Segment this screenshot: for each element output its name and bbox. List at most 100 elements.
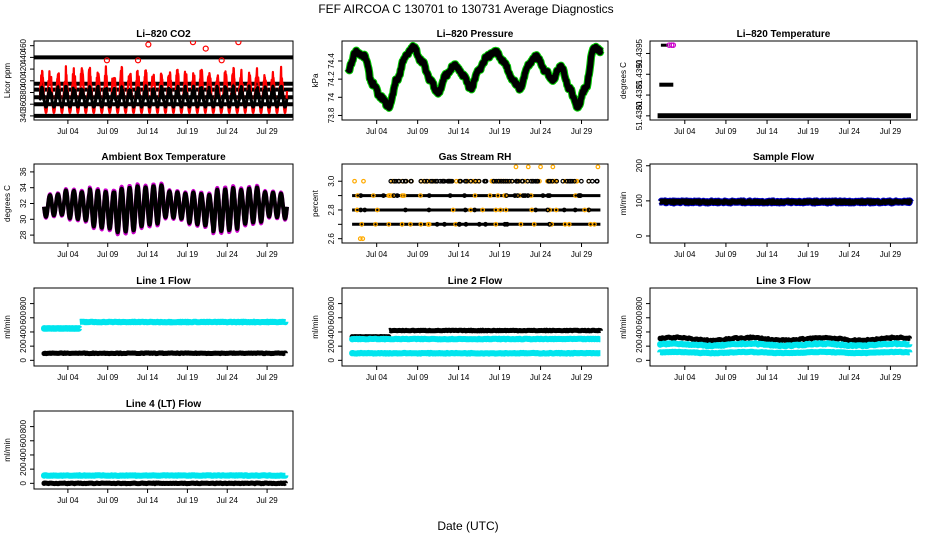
flow-cyan — [77, 318, 289, 326]
x-tick-label: Jul 29 — [571, 373, 593, 382]
plot-area — [34, 41, 293, 118]
x-tick-label: Jul 29 — [880, 373, 902, 382]
y-tick-label: 34 — [19, 183, 28, 192]
rh-black-point — [525, 193, 531, 199]
flow-black — [387, 327, 603, 334]
rh-black-point — [547, 221, 552, 227]
y-tick-label: 51.4395 — [635, 38, 644, 67]
rh-black-point — [498, 178, 504, 184]
rh-black-point — [512, 193, 518, 199]
x-tick-label: Jul 04 — [366, 127, 388, 136]
rh-black-point — [561, 207, 567, 213]
panel-0: Li–820 CO2 Licor ppm 340360380400420440460… — [3, 29, 294, 136]
co2-spike — [145, 41, 152, 48]
plot-area — [349, 327, 603, 357]
y-tick-label: 74.4 — [327, 53, 336, 69]
x-tick-label: Jul 19 — [177, 373, 199, 382]
y-tick-label: 2.6 — [327, 233, 336, 245]
flow-cyan — [41, 325, 83, 332]
rh-orange-point — [531, 221, 537, 227]
rh-orange-point — [425, 221, 431, 227]
rh-black-point — [483, 221, 488, 227]
rh-black-point — [447, 193, 453, 199]
x-tick-label: Jul 09 — [97, 373, 119, 382]
rh-black-point — [533, 178, 538, 184]
rh-black-point — [473, 178, 478, 184]
co2-spike — [189, 41, 197, 46]
x-tick-label: Jul 04 — [674, 250, 696, 259]
y-tick-label: 0 — [327, 358, 336, 363]
rh-black-point — [520, 178, 526, 184]
rh-black-point — [586, 207, 592, 213]
rh-orange-point — [551, 178, 557, 184]
x-tick-label: Jul 14 — [137, 373, 159, 382]
rh-orange-point — [418, 221, 424, 227]
y-tick-label: 440 — [19, 50, 28, 64]
rh-black-point — [388, 178, 394, 184]
rh-orange-point — [493, 207, 499, 213]
rh-black-point — [362, 207, 368, 213]
rh-black-point — [509, 178, 515, 184]
rh-orange-point — [360, 236, 366, 242]
plot-area — [41, 472, 289, 487]
rh-black-point — [462, 193, 467, 199]
y-tick-label: 400 — [635, 325, 644, 339]
co2-spike — [202, 45, 209, 52]
flow-cyan — [349, 335, 603, 343]
x-tick-label: Jul 04 — [674, 127, 696, 136]
x-tick-label: Jul 19 — [177, 496, 199, 505]
x-tick-label: Jul 04 — [366, 373, 388, 382]
panel-frame — [341, 40, 609, 121]
rh-black-point — [578, 178, 584, 184]
y-tick-label: 400 — [327, 325, 336, 339]
rh-orange-point — [518, 221, 524, 227]
co2-black-dense — [38, 84, 289, 109]
rh-orange-point — [357, 236, 363, 242]
y-axis-label: ml/min — [619, 192, 628, 216]
x-tick-label: Jul 09 — [97, 127, 119, 136]
x-tick-label: Jul 19 — [797, 127, 819, 136]
co2-spike — [218, 57, 225, 64]
rh-black-point — [457, 178, 463, 184]
flow-black — [41, 350, 288, 357]
panel-frame — [649, 287, 918, 367]
rh-black-point — [589, 178, 595, 184]
x-tick-label: Jul 29 — [880, 250, 902, 259]
figure-title: FEF AIRCOA C 130701 to 130731 Average Di… — [318, 2, 613, 16]
rh-black-point — [476, 221, 482, 227]
panel-title: Line 2 Flow — [448, 276, 503, 287]
y-tick-label: 420 — [19, 62, 28, 76]
x-tick-label: Jul 14 — [756, 250, 778, 259]
x-tick-label: Jul 29 — [571, 250, 593, 259]
y-axis-label: kPa — [311, 73, 320, 87]
x-tick-label: Jul 19 — [489, 250, 511, 259]
y-tick-label: 600 — [327, 311, 336, 325]
y-axis-label: degrees C — [3, 185, 12, 222]
x-tick-label: Jul 24 — [217, 250, 239, 259]
rh-orange-point — [373, 221, 378, 227]
x-tick-label: Jul 09 — [715, 373, 737, 382]
rh-orange-point — [399, 193, 405, 199]
panel-title: Line 1 Flow — [136, 276, 191, 287]
rh-black-point — [569, 178, 575, 184]
rh-black-point — [535, 178, 541, 184]
plot-area — [657, 334, 913, 357]
rh-orange-point — [498, 207, 503, 213]
y-tick-label: 2.8 — [327, 204, 336, 216]
plot-area — [352, 164, 601, 242]
rh-black-point — [522, 193, 528, 199]
rh-black-point — [394, 193, 400, 199]
rh-black-point — [441, 178, 447, 184]
rh-black-point — [396, 178, 402, 184]
panel-title: Line 3 Flow — [756, 276, 811, 287]
rh-orange-point — [547, 207, 552, 213]
flow-black — [41, 480, 288, 487]
rh-black-point — [572, 207, 578, 213]
panel-title: Li–820 Pressure — [437, 29, 514, 40]
x-tick-label: Jul 14 — [137, 496, 159, 505]
rh-black-point — [515, 193, 520, 199]
y-tick-label: 400 — [19, 74, 28, 88]
y-tick-label: 200 — [635, 339, 644, 353]
